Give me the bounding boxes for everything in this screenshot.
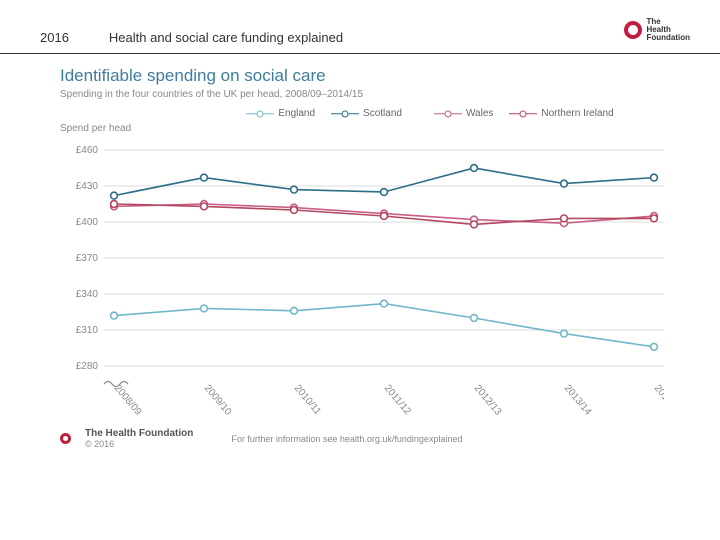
series-marker — [471, 221, 478, 228]
series-marker — [201, 305, 208, 312]
series-marker — [651, 343, 658, 350]
y-tick-label: £340 — [76, 289, 99, 300]
series-marker — [471, 165, 478, 172]
footer-copyright: © 2016 — [85, 439, 193, 449]
x-tick-label: 2012/13 — [472, 383, 504, 416]
x-tick-label: 2009/10 — [202, 383, 234, 416]
series-marker — [561, 330, 568, 337]
series-marker — [561, 180, 568, 187]
legend-label: Wales — [466, 108, 493, 119]
chart-legend: England Scotland Wales Northern Ireland — [60, 108, 680, 119]
series-marker — [201, 203, 208, 210]
legend-label: Scotland — [363, 108, 402, 119]
x-tick-label: 2010/11 — [292, 383, 323, 416]
header-doc-title: Health and social care funding explained — [109, 30, 343, 45]
x-tick-label: 2011/12 — [382, 383, 413, 416]
y-tick-label: £430 — [76, 181, 99, 192]
y-axis-label: Spend per head — [60, 123, 680, 134]
legend-label: Northern Ireland — [541, 108, 613, 119]
footer-ring-icon — [60, 433, 71, 444]
x-tick-label: 2014/15 — [652, 383, 664, 416]
brand-ring-icon — [624, 21, 642, 39]
y-tick-label: £400 — [76, 217, 99, 228]
header-year: 2016 — [40, 30, 69, 45]
series-marker — [471, 315, 478, 322]
series-marker — [201, 174, 208, 181]
y-tick-label: £280 — [76, 361, 99, 372]
legend-label: England — [278, 108, 315, 119]
chart-footer: The Health Foundation © 2016 For further… — [0, 418, 720, 449]
series-marker — [561, 215, 568, 222]
chart-title: Identifiable spending on social care — [60, 66, 680, 86]
brand-line3: Foundation — [646, 34, 690, 42]
legend-item: Northern Ireland — [509, 108, 613, 119]
series-marker — [291, 186, 298, 193]
footer-org: The Health Foundation — [85, 428, 193, 439]
series-marker — [111, 201, 118, 208]
x-tick-label: 2008/09 — [112, 383, 144, 416]
y-tick-label: £370 — [76, 253, 99, 264]
series-line — [114, 304, 654, 347]
footer-info: For further information see health.org.u… — [231, 434, 462, 444]
y-tick-label: £460 — [76, 145, 99, 156]
series-marker — [381, 300, 388, 307]
series-marker — [381, 189, 388, 196]
legend-item: Wales — [434, 108, 493, 119]
series-marker — [111, 192, 118, 199]
x-tick-label: 2013/14 — [562, 383, 594, 416]
series-marker — [111, 312, 118, 319]
line-chart: £280 £310 £340 £370 £400 £430 £460 2008/09 2009/… — [60, 138, 664, 416]
brand-logo: The Health Foundation — [624, 18, 690, 42]
series-marker — [651, 174, 658, 181]
series-marker — [291, 307, 298, 314]
chart-subtitle: Spending in the four countries of the UK… — [60, 89, 680, 100]
legend-item: England — [246, 108, 315, 119]
series-marker — [651, 215, 658, 222]
y-tick-label: £310 — [76, 325, 99, 336]
series-marker — [381, 213, 388, 220]
series-marker — [291, 207, 298, 214]
legend-item: Scotland — [331, 108, 402, 119]
